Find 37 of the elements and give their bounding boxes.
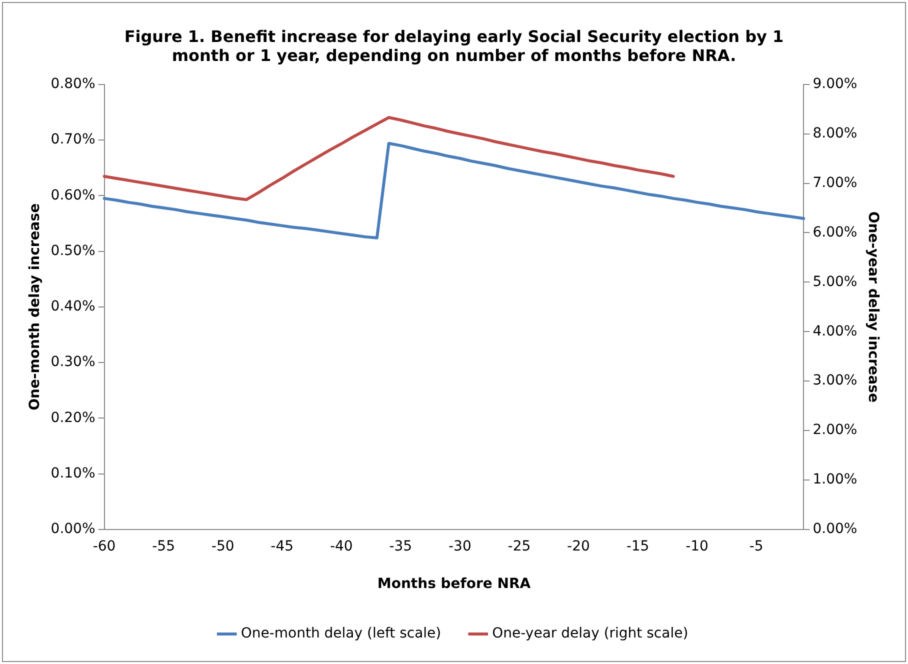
x-tick-label: -25 [508,538,531,554]
y-axis-title: One-month delay increase [27,203,44,410]
x-tick-label: -50 [211,538,234,554]
y2-tick-label: 6.00% [812,224,858,240]
legend-label: One-year delay (right scale) [492,626,688,642]
y-tick-label: 0.30% [50,354,96,370]
legend-label: One-month delay (left scale) [240,626,442,642]
y2-tick-label: 5.00% [812,274,858,290]
x-tick-label: -40 [330,538,353,554]
x-tick-label: -35 [389,538,412,554]
y-tick-label: 0.10% [50,465,96,482]
x-tick-label: -5 [749,538,764,554]
y2-tick-label: 8.00% [812,125,858,142]
x-tick-label: -20 [567,538,590,554]
y-tick-label: 0.60% [50,187,96,204]
y2-tick-label: 9.00% [812,76,858,92]
y2-tick-label: 3.00% [812,372,858,389]
x-axis-title: Months before NRA [377,576,531,592]
x-tick-label: -10 [686,538,708,554]
y-tick-label: 0.80% [50,76,96,92]
x-tick-label: -15 [626,538,650,554]
y-tick-label: 0.40% [50,298,96,315]
y2-tick-label: 0.00% [812,521,858,538]
y-tick-label: 0.70% [50,132,96,148]
chart-title: Figure 1. Benefit increase for delaying early Social Security election by 1 month or 1 year, depending on number of months before NRA. [124,26,784,65]
y2-tick-label: 2.00% [812,422,858,438]
y-tick-label: 0.20% [50,410,96,426]
x-tick-label: -45 [270,538,294,554]
y2-axis-title: One-year delay increase [864,211,881,402]
x-tick-label: -55 [152,538,175,554]
y2-tick-label: 1.00% [812,472,858,488]
y-tick-label: 0.00% [50,521,96,538]
x-tick-label: -60 [92,538,116,554]
y-tick-label: 0.50% [50,242,96,259]
x-tick-label: -30 [448,538,472,554]
y2-tick-label: 7.00% [812,174,858,191]
y2-tick-label: 4.00% [812,323,858,340]
